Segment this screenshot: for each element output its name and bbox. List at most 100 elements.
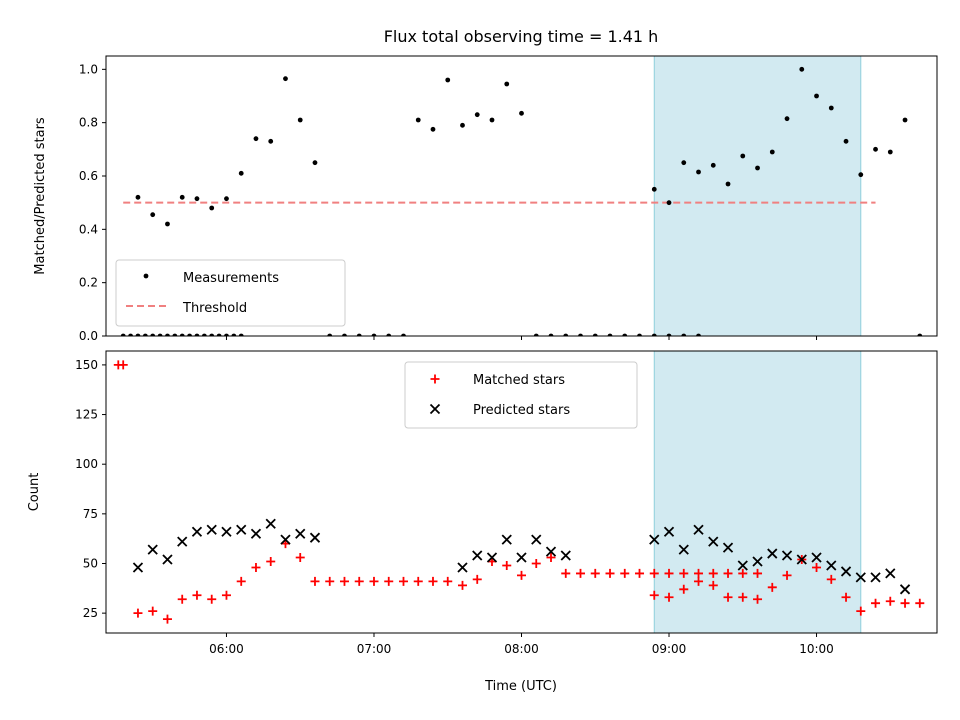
matched-star-point bbox=[753, 568, 763, 578]
matched-star-point bbox=[782, 570, 792, 580]
measurement-point bbox=[216, 333, 222, 336]
measurement-point bbox=[165, 221, 170, 227]
matched-star-point bbox=[413, 576, 423, 586]
measurement-point bbox=[666, 200, 672, 206]
matched-star-point bbox=[472, 574, 482, 584]
matched-star-point bbox=[266, 557, 276, 567]
predicted-star-point bbox=[899, 584, 911, 595]
measurement-point bbox=[312, 160, 318, 166]
matched-star-point bbox=[398, 576, 408, 586]
measurement-point bbox=[873, 146, 878, 152]
measurement-point bbox=[504, 81, 510, 87]
matched-star-point bbox=[885, 596, 895, 606]
measurement-point bbox=[769, 149, 775, 155]
measurement-point bbox=[799, 66, 805, 72]
matched-star-point bbox=[664, 568, 674, 578]
measurement-point bbox=[150, 333, 156, 336]
matched-star-point bbox=[339, 576, 349, 586]
count-y-tick-label: 125 bbox=[75, 408, 98, 422]
measurement-point bbox=[592, 333, 598, 336]
predicted-star-point bbox=[501, 534, 512, 545]
measurement-point bbox=[415, 117, 421, 123]
count-shaded-region bbox=[653, 351, 862, 633]
predicted-star-point bbox=[870, 572, 881, 583]
measurement-point bbox=[681, 160, 687, 166]
matched-star-point bbox=[295, 553, 305, 563]
matched-star-point bbox=[871, 598, 881, 608]
measurement-point bbox=[607, 333, 613, 336]
matched-star-point bbox=[694, 568, 704, 578]
predicted-star-point bbox=[545, 546, 557, 557]
matched-star-point bbox=[738, 568, 748, 578]
ratio-y-axis-label: Matched/Predicted stars bbox=[33, 117, 48, 275]
count-y-tick-label: 150 bbox=[75, 358, 98, 372]
measurement-point bbox=[209, 333, 215, 336]
x-tick-label: 07:00 bbox=[357, 642, 392, 656]
measurement-point bbox=[666, 333, 672, 336]
ratio-y-tick-label: 0.8 bbox=[79, 116, 98, 130]
matched-star-point bbox=[502, 560, 512, 570]
x-tick-label: 06:00 bbox=[209, 642, 244, 656]
measurement-point bbox=[135, 333, 141, 336]
predicted-star-point bbox=[309, 532, 321, 543]
matched-star-point bbox=[649, 568, 659, 578]
predicted-star-point bbox=[826, 560, 837, 571]
legend-entry-label: Threshold bbox=[182, 301, 247, 316]
measurement-point bbox=[128, 333, 133, 336]
predicted-star-point bbox=[811, 552, 822, 563]
measurement-point bbox=[519, 110, 524, 116]
matched-star-point bbox=[236, 576, 246, 586]
matched-star-point bbox=[310, 576, 320, 586]
matched-star-point bbox=[590, 568, 600, 578]
matched-star-point bbox=[531, 558, 541, 568]
matched-star-point bbox=[841, 592, 851, 602]
measurement-point bbox=[740, 153, 746, 159]
matched-star-point bbox=[915, 598, 925, 608]
predicted-star-point bbox=[560, 550, 571, 561]
matched-star-point bbox=[384, 576, 394, 586]
measurement-point bbox=[445, 77, 451, 83]
measurement-point bbox=[224, 196, 229, 202]
predicted-star-point bbox=[250, 528, 262, 539]
count-legend-box bbox=[404, 361, 638, 429]
matched-star-point bbox=[694, 576, 704, 586]
matched-star-point bbox=[738, 592, 748, 602]
measurement-point bbox=[563, 333, 569, 336]
predicted-star-point bbox=[840, 566, 852, 577]
measurement-point bbox=[201, 333, 207, 336]
count-series-1 bbox=[132, 518, 911, 595]
measurement-point bbox=[843, 138, 849, 144]
measurement-point bbox=[755, 165, 760, 171]
legend-entry-label: Predicted stars bbox=[473, 403, 570, 418]
measurement-point bbox=[253, 136, 259, 142]
matched-star-point bbox=[812, 562, 822, 572]
measurement-point bbox=[533, 333, 539, 336]
measurement-point bbox=[327, 333, 333, 336]
matched-star-point bbox=[605, 568, 615, 578]
measurement-point bbox=[696, 169, 701, 175]
predicted-star-point bbox=[177, 536, 188, 547]
matched-star-point bbox=[856, 606, 866, 616]
legend-measurements-marker bbox=[143, 273, 149, 279]
measurement-point bbox=[386, 333, 392, 336]
predicted-star-point bbox=[722, 542, 734, 553]
measurement-point bbox=[194, 333, 200, 336]
measurement-point bbox=[297, 117, 303, 123]
predicted-star-point bbox=[693, 524, 704, 535]
matched-star-point bbox=[251, 562, 261, 572]
measurement-point bbox=[858, 172, 864, 178]
matched-star-point bbox=[457, 580, 467, 590]
matched-star-point bbox=[148, 606, 158, 616]
count-y-tick-label: 100 bbox=[75, 457, 98, 471]
predicted-star-point bbox=[663, 526, 675, 537]
predicted-star-point bbox=[162, 554, 173, 565]
matched-star-point bbox=[620, 568, 630, 578]
count-y-tick-label: 75 bbox=[83, 507, 98, 521]
count-legend: Matched stars Predicted stars bbox=[404, 361, 638, 429]
measurement-point bbox=[231, 333, 237, 336]
measurement-point bbox=[209, 205, 215, 211]
matched-star-point bbox=[723, 592, 733, 602]
ratio-legend-box bbox=[115, 259, 346, 327]
matched-star-point bbox=[443, 576, 453, 586]
